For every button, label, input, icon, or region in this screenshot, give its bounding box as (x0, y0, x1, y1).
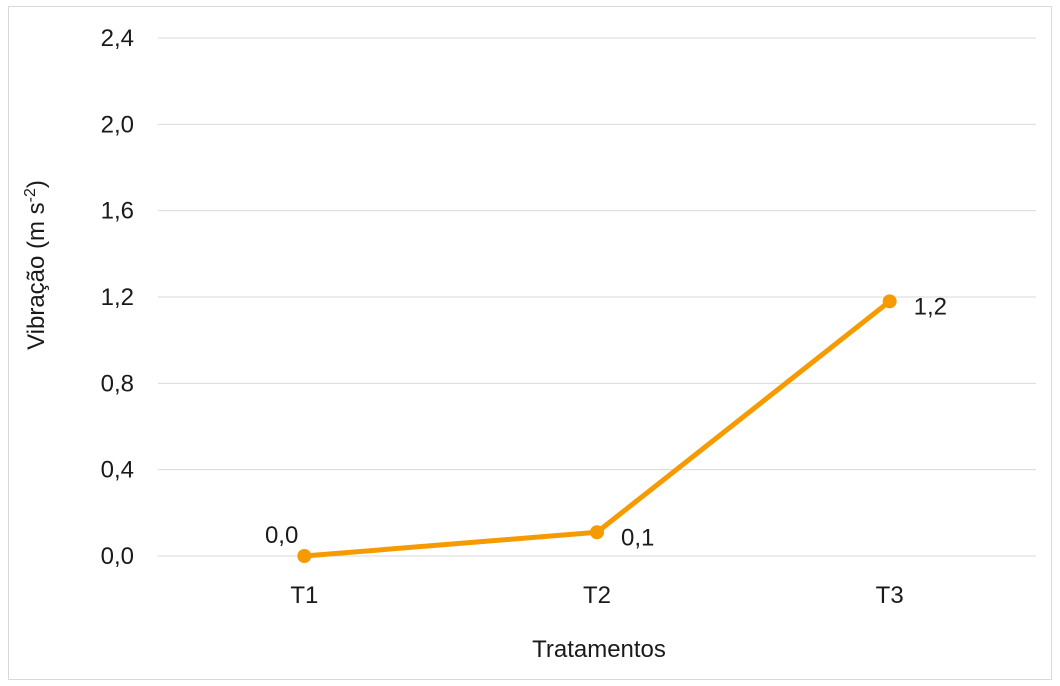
y-tick-labels: 0,0 0,4 0,8 1,2 1,6 2,0 2,4 (101, 25, 134, 570)
data-label: 0,0 (265, 522, 298, 549)
data-point (882, 294, 897, 309)
x-tick-labels: T1 T2 T3 (290, 582, 903, 609)
y-axis-title-main: Vibração (m s (23, 202, 50, 350)
y-axis-title-close: ) (23, 180, 50, 188)
y-tick-label: 0,8 (101, 370, 134, 397)
gridlines (158, 37, 1036, 557)
y-tick-label: 2,0 (101, 111, 134, 138)
y-tick-label: 1,6 (101, 198, 134, 225)
y-axis-title-superscript: -2 (22, 188, 39, 202)
series-line (301, 298, 893, 559)
data-point (590, 525, 604, 540)
x-tick-label: T3 (876, 582, 904, 609)
x-tick-label: T2 (583, 582, 611, 609)
data-label: 0,1 (621, 524, 654, 551)
data-label: 1,2 (914, 293, 947, 320)
series-group (297, 294, 897, 563)
y-tick-label: 2,4 (101, 25, 134, 52)
x-tick-label: T1 (290, 582, 318, 609)
y-tick-label: 0,4 (101, 457, 134, 484)
data-labels: 0,0 0,1 1,2 (265, 293, 947, 551)
chart-frame (8, 6, 1052, 680)
y-axis-title: Vibração (m s-2) (22, 180, 50, 350)
y-tick-label: 1,2 (101, 284, 134, 311)
y-tick-label: 0,0 (101, 543, 134, 570)
x-axis-title: Tratamentos (532, 636, 666, 663)
data-point (297, 549, 312, 563)
